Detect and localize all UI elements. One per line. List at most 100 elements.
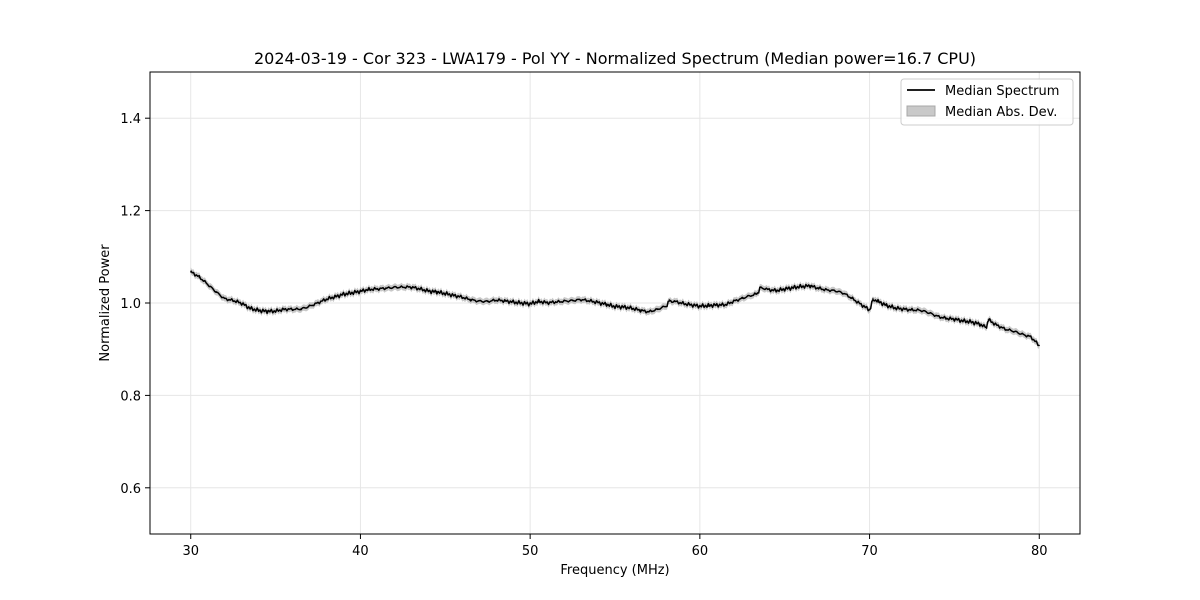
median-spectrum-point [291, 308, 294, 311]
median-spectrum-point [258, 309, 260, 311]
x-tick-label: 30 [182, 544, 199, 559]
median-spectrum-point [325, 299, 328, 301]
median-spectrum-point [512, 301, 514, 303]
median-spectrum-point [767, 288, 769, 290]
median-spectrum-point [571, 300, 574, 302]
median-spectrum-point [868, 309, 871, 311]
median-spectrum-point [996, 324, 998, 326]
median-spectrum-point [682, 302, 684, 304]
median-spectrum-point [648, 310, 650, 312]
median-spectrum-point [902, 307, 905, 310]
median-spectrum-point [784, 288, 786, 290]
median-spectrum-point [274, 310, 277, 312]
median-spectrum-point [911, 309, 913, 311]
grid-layer [150, 72, 1080, 534]
chart-title: 2024-03-19 - Cor 323 - LWA179 - Pol YY -… [254, 49, 976, 68]
median-spectrum-point [860, 303, 862, 305]
x-tick-label: 70 [861, 544, 878, 559]
median-spectrum-point [1021, 333, 1023, 335]
median-spectrum-point [622, 307, 625, 309]
median-spectrum-point [487, 301, 489, 303]
median-spectrum-point [733, 300, 735, 302]
x-axis-ticks: 30 40 50 60 70 80 [182, 534, 1048, 559]
median-spectrum-point [402, 286, 404, 288]
median-spectrum-point [580, 299, 582, 301]
median-spectrum-point [673, 301, 676, 303]
legend-mad-swatch [906, 105, 936, 117]
median-spectrum-point [979, 323, 981, 325]
median-spectrum-point [792, 287, 794, 289]
median-spectrum-point [461, 296, 463, 299]
median-spectrum-point [334, 296, 336, 298]
median-spectrum-point [249, 307, 251, 310]
median-spectrum-point [427, 289, 429, 292]
median-spectrum-point [826, 289, 828, 291]
median-spectrum-point [368, 289, 370, 291]
median-spectrum-point [207, 283, 209, 286]
median-spectrum-point [665, 306, 667, 308]
y-tick-label: 0.6 [120, 482, 141, 497]
median-spectrum-point [775, 289, 777, 291]
legend-mad-label: Median Abs. Dev. [945, 105, 1057, 120]
median-spectrum-point [750, 295, 752, 297]
legend-median-spectrum-label: Median Spectrum [945, 84, 1059, 99]
median-spectrum-point [656, 308, 659, 311]
median-spectrum-point [444, 293, 446, 295]
median-spectrum-point [707, 305, 709, 307]
median-spectrum-point [597, 301, 599, 303]
median-spectrum-point [986, 327, 988, 330]
median-spectrum-point [470, 298, 472, 300]
median-line-layer [190, 270, 1040, 347]
median-spectrum-point [538, 301, 540, 303]
median-spectrum-point [436, 290, 438, 293]
median-spectrum-point [843, 293, 845, 295]
median-spectrum-point [521, 301, 523, 304]
median-spectrum-point [936, 315, 939, 317]
median-spectrum-point [546, 302, 548, 304]
median-spectrum-point [945, 317, 947, 319]
median-spectrum-point [588, 300, 591, 302]
median-spectrum-point [724, 303, 726, 305]
x-tick-label: 80 [1031, 544, 1048, 559]
median-spectrum-point [198, 276, 200, 279]
median-spectrum-point [342, 293, 345, 295]
median-spectrum-point [232, 300, 234, 302]
x-tick-label: 60 [692, 544, 709, 559]
median-spectrum-point [376, 288, 379, 290]
median-spectrum-point [851, 297, 854, 299]
y-tick-label: 1.4 [120, 112, 141, 127]
x-axis-label: Frequency (MHz) [560, 563, 669, 578]
median-spectrum-point [1013, 331, 1015, 333]
median-spectrum-point [393, 286, 395, 288]
median-spectrum-point [741, 297, 743, 299]
median-spectrum-point [317, 302, 319, 304]
median-spectrum-point [690, 303, 692, 305]
x-tick-label: 50 [522, 544, 539, 559]
median-spectrum-point [835, 290, 837, 293]
median-spectrum-point [351, 291, 353, 293]
median-spectrum-point [1030, 335, 1032, 337]
median-spectrum-point [885, 305, 888, 307]
median-spectrum-point [283, 309, 285, 311]
median-spectrum-point [478, 300, 480, 302]
median-spectrum-point [631, 307, 633, 310]
median-spectrum-point [614, 306, 616, 308]
legend-box [900, 78, 1074, 126]
median-spectrum-point [563, 300, 565, 302]
median-spectrum-point [894, 307, 896, 309]
median-spectrum-point [877, 301, 879, 303]
median-spectrum-point [1038, 344, 1040, 347]
median-spectrum-point [224, 297, 226, 299]
median-spectrum-point [639, 309, 642, 311]
y-tick-label: 1.0 [120, 297, 141, 312]
median-spectrum-point [668, 299, 670, 301]
median-spectrum-point [419, 288, 421, 290]
median-spectrum-point [756, 293, 759, 295]
y-tick-label: 0.8 [120, 389, 141, 404]
median-spectrum-point [809, 284, 811, 287]
median-spectrum-point [410, 287, 412, 289]
median-spectrum-point [699, 305, 701, 307]
median-spectrum-point [241, 303, 243, 305]
